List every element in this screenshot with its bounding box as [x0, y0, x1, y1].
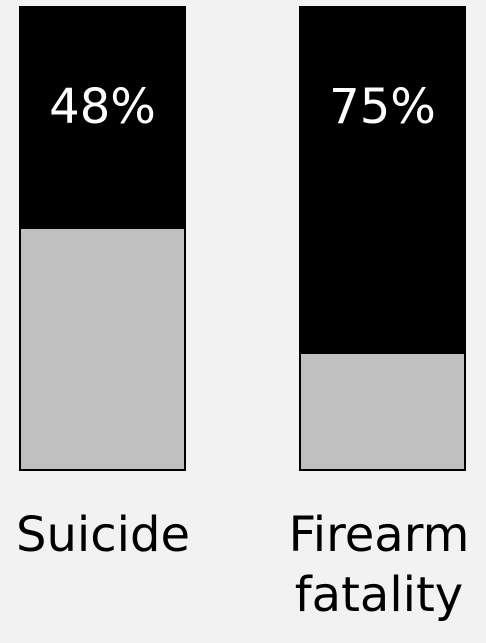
- bar-fill-suicide: [21, 8, 184, 229]
- bar-value-label-firearm-fatality: 75%: [329, 79, 436, 135]
- category-label-firearm-fatality: Firearm fatality: [288, 507, 470, 623]
- bar-value-label-suicide: 48%: [49, 79, 156, 135]
- bar-suicide: 48%: [19, 6, 186, 471]
- bar-fill-firearm-fatality: [301, 8, 464, 354]
- category-label-suicide: Suicide: [16, 507, 190, 563]
- bar-firearm-fatality: 75%: [299, 6, 466, 471]
